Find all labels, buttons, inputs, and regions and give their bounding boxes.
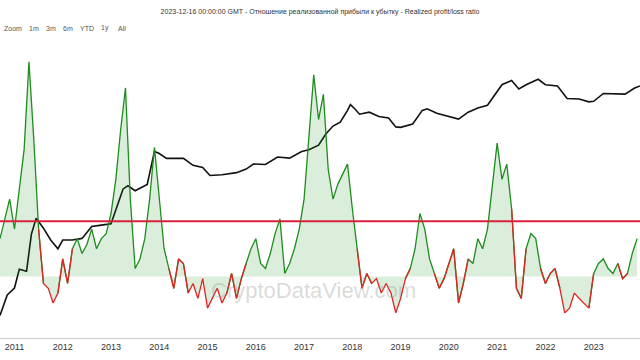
svg-text:1m: 1m — [29, 25, 39, 32]
svg-text:All: All — [118, 25, 126, 32]
svg-text:2014: 2014 — [149, 342, 169, 352]
svg-text:2022: 2022 — [535, 342, 555, 352]
svg-text:2016: 2016 — [246, 342, 266, 352]
svg-text:2023: 2023 — [584, 342, 604, 352]
svg-text:6m: 6m — [63, 25, 73, 32]
svg-text:2019: 2019 — [391, 342, 411, 352]
svg-text:1y: 1y — [101, 24, 109, 32]
svg-text:2011: 2011 — [5, 342, 24, 352]
svg-text:2015: 2015 — [198, 342, 218, 352]
svg-text:2021: 2021 — [487, 342, 507, 352]
svg-text:2013: 2013 — [101, 342, 121, 352]
svg-text:2017: 2017 — [294, 342, 314, 352]
svg-text:2023-12-16 00:00:00 GMT - Отно: 2023-12-16 00:00:00 GMT - Отношение реал… — [161, 8, 480, 16]
svg-text:CryptoDataView.com: CryptoDataView.com — [211, 278, 416, 303]
svg-text:3m: 3m — [46, 25, 56, 32]
svg-text:Zoom: Zoom — [4, 25, 22, 32]
svg-text:2020: 2020 — [439, 342, 459, 352]
svg-text:2018: 2018 — [342, 342, 362, 352]
svg-text:2012: 2012 — [53, 342, 73, 352]
svg-text:YTD: YTD — [80, 25, 94, 32]
